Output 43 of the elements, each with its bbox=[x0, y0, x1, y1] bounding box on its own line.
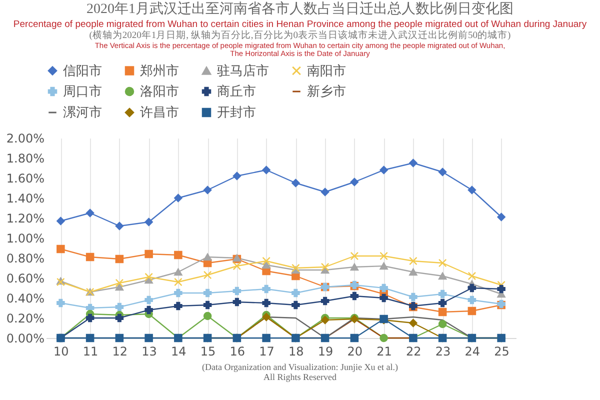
legend-label: 周口市 bbox=[63, 84, 102, 100]
x-tick-label: 13 bbox=[142, 344, 157, 358]
x-tick-label: 25 bbox=[494, 344, 510, 358]
text: (Data Organization and Visualization: Junjie Xu et al.) bbox=[200, 362, 400, 372]
legend-label: 许昌市 bbox=[140, 105, 179, 120]
y-tick-label: 1.20% bbox=[6, 211, 44, 226]
legend-label: 开封市 bbox=[217, 105, 256, 120]
y-tick-label: 1.60% bbox=[6, 171, 44, 186]
x-tick-label: 24 bbox=[464, 344, 480, 358]
chart-title: 2020年1月武汉迁出至河南省各市人数占当日迁出总人数比例日变化图 bbox=[86, 0, 514, 19]
x-tick-label: 15 bbox=[200, 344, 216, 358]
x-tick-label: 21 bbox=[376, 344, 392, 358]
x-tick-label: 18 bbox=[288, 344, 304, 358]
x-tick-label: 22 bbox=[406, 344, 422, 358]
legend-label: 洛阳市 bbox=[140, 84, 179, 100]
legend-label: 漯河市 bbox=[63, 105, 102, 120]
text: All Rights Reserved bbox=[262, 372, 338, 383]
legend-label: 商丘市 bbox=[217, 84, 256, 100]
y-tick-label: 2.00% bbox=[6, 131, 44, 146]
x-tick-label: 12 bbox=[112, 344, 128, 358]
x-tick-label: 14 bbox=[171, 344, 186, 358]
x-tick-label: 23 bbox=[435, 344, 451, 358]
y-tick-label: 0.80% bbox=[6, 251, 44, 266]
text: (横轴为2020年1月日期, 纵轴为百分比,百分比为0表示当日该城市未进入武汉迁出比例前50的城市) bbox=[88, 30, 512, 42]
x-tick-label: 10 bbox=[54, 344, 69, 358]
x-tick-label: 17 bbox=[259, 344, 274, 358]
x-tick-label: 11 bbox=[82, 344, 98, 358]
legend-label: 郑州市 bbox=[140, 64, 179, 79]
y-tick-label: 0.00% bbox=[6, 331, 44, 346]
legend-label: 信阳市 bbox=[63, 64, 102, 79]
y-tick-label: 0.60% bbox=[6, 271, 44, 286]
y-tick-label: 1.80% bbox=[6, 151, 44, 166]
y-tick-label: 1.00% bbox=[6, 231, 44, 246]
y-tick-label: 0.40% bbox=[6, 291, 44, 306]
x-tick-label: 16 bbox=[230, 344, 246, 358]
y-tick-label: 0.20% bbox=[6, 311, 44, 326]
legend-label: 新乡市 bbox=[307, 84, 346, 100]
y-tick-label: 1.40% bbox=[6, 191, 44, 206]
legend-label: 驻马店市 bbox=[217, 62, 269, 79]
x-tick-label: 20 bbox=[347, 344, 363, 358]
x-tick-label: 19 bbox=[318, 344, 334, 358]
chart-subtitle: Percentage of people migrated from Wuhan to certain cities in Henan Province among the people migrated out of Wuhan during January bbox=[12, 18, 588, 30]
legend-label: 南阳市 bbox=[307, 64, 346, 79]
